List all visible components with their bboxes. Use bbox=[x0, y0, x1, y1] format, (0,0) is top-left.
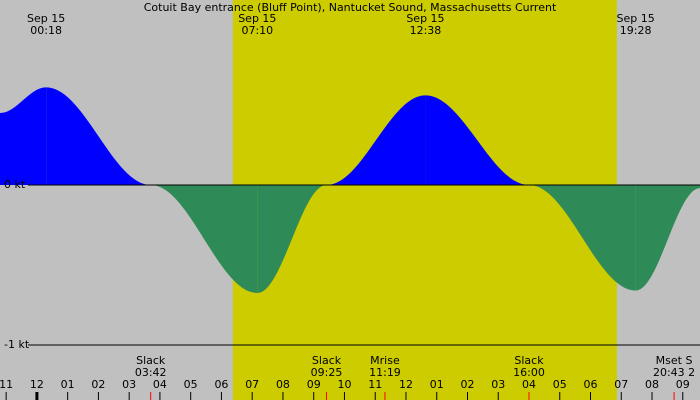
x-tick-label: 08 bbox=[276, 378, 290, 391]
event-time: 03:42 bbox=[135, 366, 167, 379]
peak-date: Sep 15 bbox=[617, 12, 655, 25]
event-name: Mrise bbox=[370, 354, 400, 367]
x-tick-label: 06 bbox=[584, 378, 598, 391]
peak-date: Sep 15 bbox=[406, 12, 444, 25]
plot-layer: 0 kt -1 kt 11 12 01 02 03 04 05 06 07 08 09 10 11 12 01 0… bbox=[0, 12, 700, 400]
x-tick-label: 02 bbox=[460, 378, 474, 391]
x-tick-label: 09 bbox=[676, 378, 690, 391]
peak-time: 12:38 bbox=[410, 24, 442, 37]
ebb-area bbox=[528, 184, 636, 291]
x-tick-label: 10 bbox=[337, 378, 351, 391]
peak-time: 00:18 bbox=[30, 24, 62, 37]
event-time: 16:00 bbox=[513, 366, 545, 379]
event-time: 20:43 2 bbox=[653, 366, 695, 379]
x-tick-label: 04 bbox=[522, 378, 536, 391]
peak-date: Sep 15 bbox=[27, 12, 65, 25]
y-tick-label: -1 kt bbox=[4, 338, 30, 351]
ebb-area bbox=[257, 184, 327, 293]
peak-time: 07:10 bbox=[241, 24, 273, 37]
x-tick-label: 11 bbox=[368, 378, 382, 391]
x-tick-label: 07 bbox=[245, 378, 259, 391]
x-tick-label: 07 bbox=[614, 378, 628, 391]
y-tick-label: 0 kt bbox=[4, 178, 26, 191]
x-tick-label: 02 bbox=[91, 378, 105, 391]
x-tick-label: 12 bbox=[30, 378, 44, 391]
x-tick-label: 01 bbox=[61, 378, 75, 391]
event-name: Slack bbox=[312, 354, 342, 367]
x-tick-label: 04 bbox=[153, 378, 167, 391]
x-tick-label: 06 bbox=[214, 378, 228, 391]
x-tick-label: 05 bbox=[553, 378, 567, 391]
flood-area bbox=[425, 95, 529, 185]
peak-date: Sep 15 bbox=[238, 12, 276, 25]
x-tick-label: 12 bbox=[399, 378, 413, 391]
chart-title: Cotuit Bay entrance (Bluff Point), Nantu… bbox=[144, 1, 557, 14]
event-name: Slack bbox=[514, 354, 544, 367]
x-tick-label: 09 bbox=[307, 378, 321, 391]
flood-area bbox=[0, 87, 47, 185]
x-tick-label: 11 bbox=[0, 378, 13, 391]
x-tick-label: 01 bbox=[430, 378, 444, 391]
flood-area bbox=[326, 95, 426, 185]
ebb-area bbox=[150, 184, 258, 293]
x-tick-label: 08 bbox=[645, 378, 659, 391]
x-tick-label: 03 bbox=[491, 378, 505, 391]
ebb-area bbox=[635, 184, 700, 291]
x-tick-label: 05 bbox=[184, 378, 198, 391]
event-name: Mset S bbox=[656, 354, 693, 367]
flood-area bbox=[46, 87, 151, 185]
event-time: 09:25 bbox=[311, 366, 343, 379]
event-name: Slack bbox=[136, 354, 166, 367]
peak-time: 19:28 bbox=[620, 24, 652, 37]
x-tick-label: 03 bbox=[122, 378, 136, 391]
event-time: 11:19 bbox=[369, 366, 401, 379]
